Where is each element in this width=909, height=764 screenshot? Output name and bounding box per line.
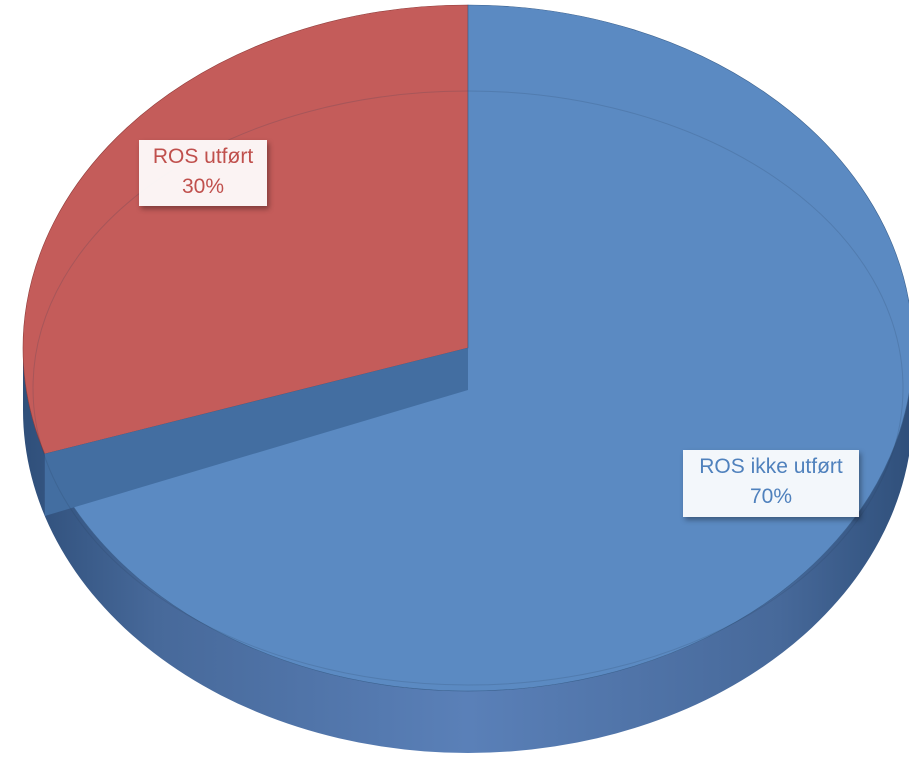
pie-side-wall-shape (23, 348, 909, 753)
pie-top-ring (32, 90, 904, 686)
slice-value-text: 30% (181, 175, 225, 198)
pie-slice-1 (44, 4, 909, 692)
slice-label-text: ROS utført (152, 145, 254, 168)
pie-slice-inner-face (44, 348, 468, 516)
slice-value-text: 70% (749, 485, 793, 508)
pie-top-face (22, 4, 909, 692)
pie-side-wall (23, 348, 909, 753)
slice-label-text: ROS ikke utført (699, 455, 843, 478)
data-label-ros-utfort: ROS utført 30% (139, 140, 267, 206)
data-label-ros-ikke-utfort: ROS ikke utført 70% (683, 450, 859, 517)
pie-slice-0 (22, 4, 469, 455)
